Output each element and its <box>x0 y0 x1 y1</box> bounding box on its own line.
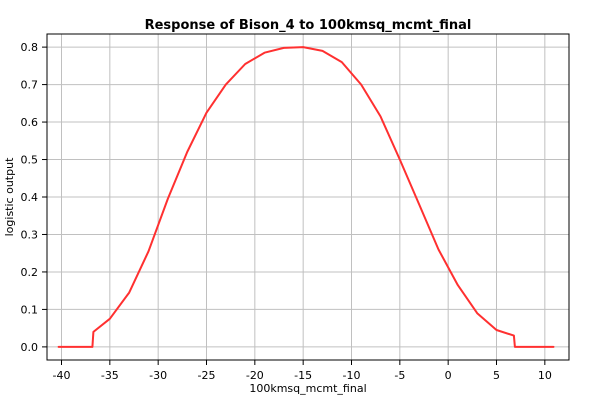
x-tick-label: -35 <box>101 369 119 382</box>
x-tick-label: 0 <box>445 369 452 382</box>
chart-title: Response of Bison_4 to 100kmsq_mcmt_fina… <box>145 18 472 33</box>
y-tick-label: 0.1 <box>21 303 39 316</box>
x-tick-label: -15 <box>294 369 312 382</box>
x-tick-label: -20 <box>246 369 264 382</box>
y-tick-label: 0.5 <box>21 154 39 167</box>
y-tick-label: 0.3 <box>21 228 39 241</box>
x-tick-label: 10 <box>538 369 552 382</box>
x-tick-label: -5 <box>394 369 405 382</box>
x-axis-label: 100kmsq_mcmt_final <box>249 382 366 395</box>
series-layer <box>57 46 555 348</box>
x-tick-label: 5 <box>493 369 500 382</box>
x-tick-label: -30 <box>149 369 167 382</box>
y-tick-label: 0.4 <box>21 191 39 204</box>
y-tick-label: 0.7 <box>21 79 39 92</box>
y-axis-label: logistic output <box>3 157 16 236</box>
x-tick-label: -10 <box>343 369 361 382</box>
x-tick-label: -40 <box>53 369 71 382</box>
y-tick-label: 0.2 <box>21 266 39 279</box>
y-tick-label: 0.0 <box>21 341 39 354</box>
y-axis-ticks: 0.0 0.1 0.2 0.3 0.4 0.5 0.6 0.7 0.8 <box>21 41 47 354</box>
x-tick-label: -25 <box>198 369 216 382</box>
y-tick-label: 0.6 <box>21 116 39 129</box>
y-tick-label: 0.8 <box>21 41 39 54</box>
grid-lines <box>47 34 569 360</box>
series-line <box>57 46 555 348</box>
x-axis-ticks: -40 -35 -30 -25 -20 -15 -10 -5 0 5 10 <box>53 360 552 382</box>
